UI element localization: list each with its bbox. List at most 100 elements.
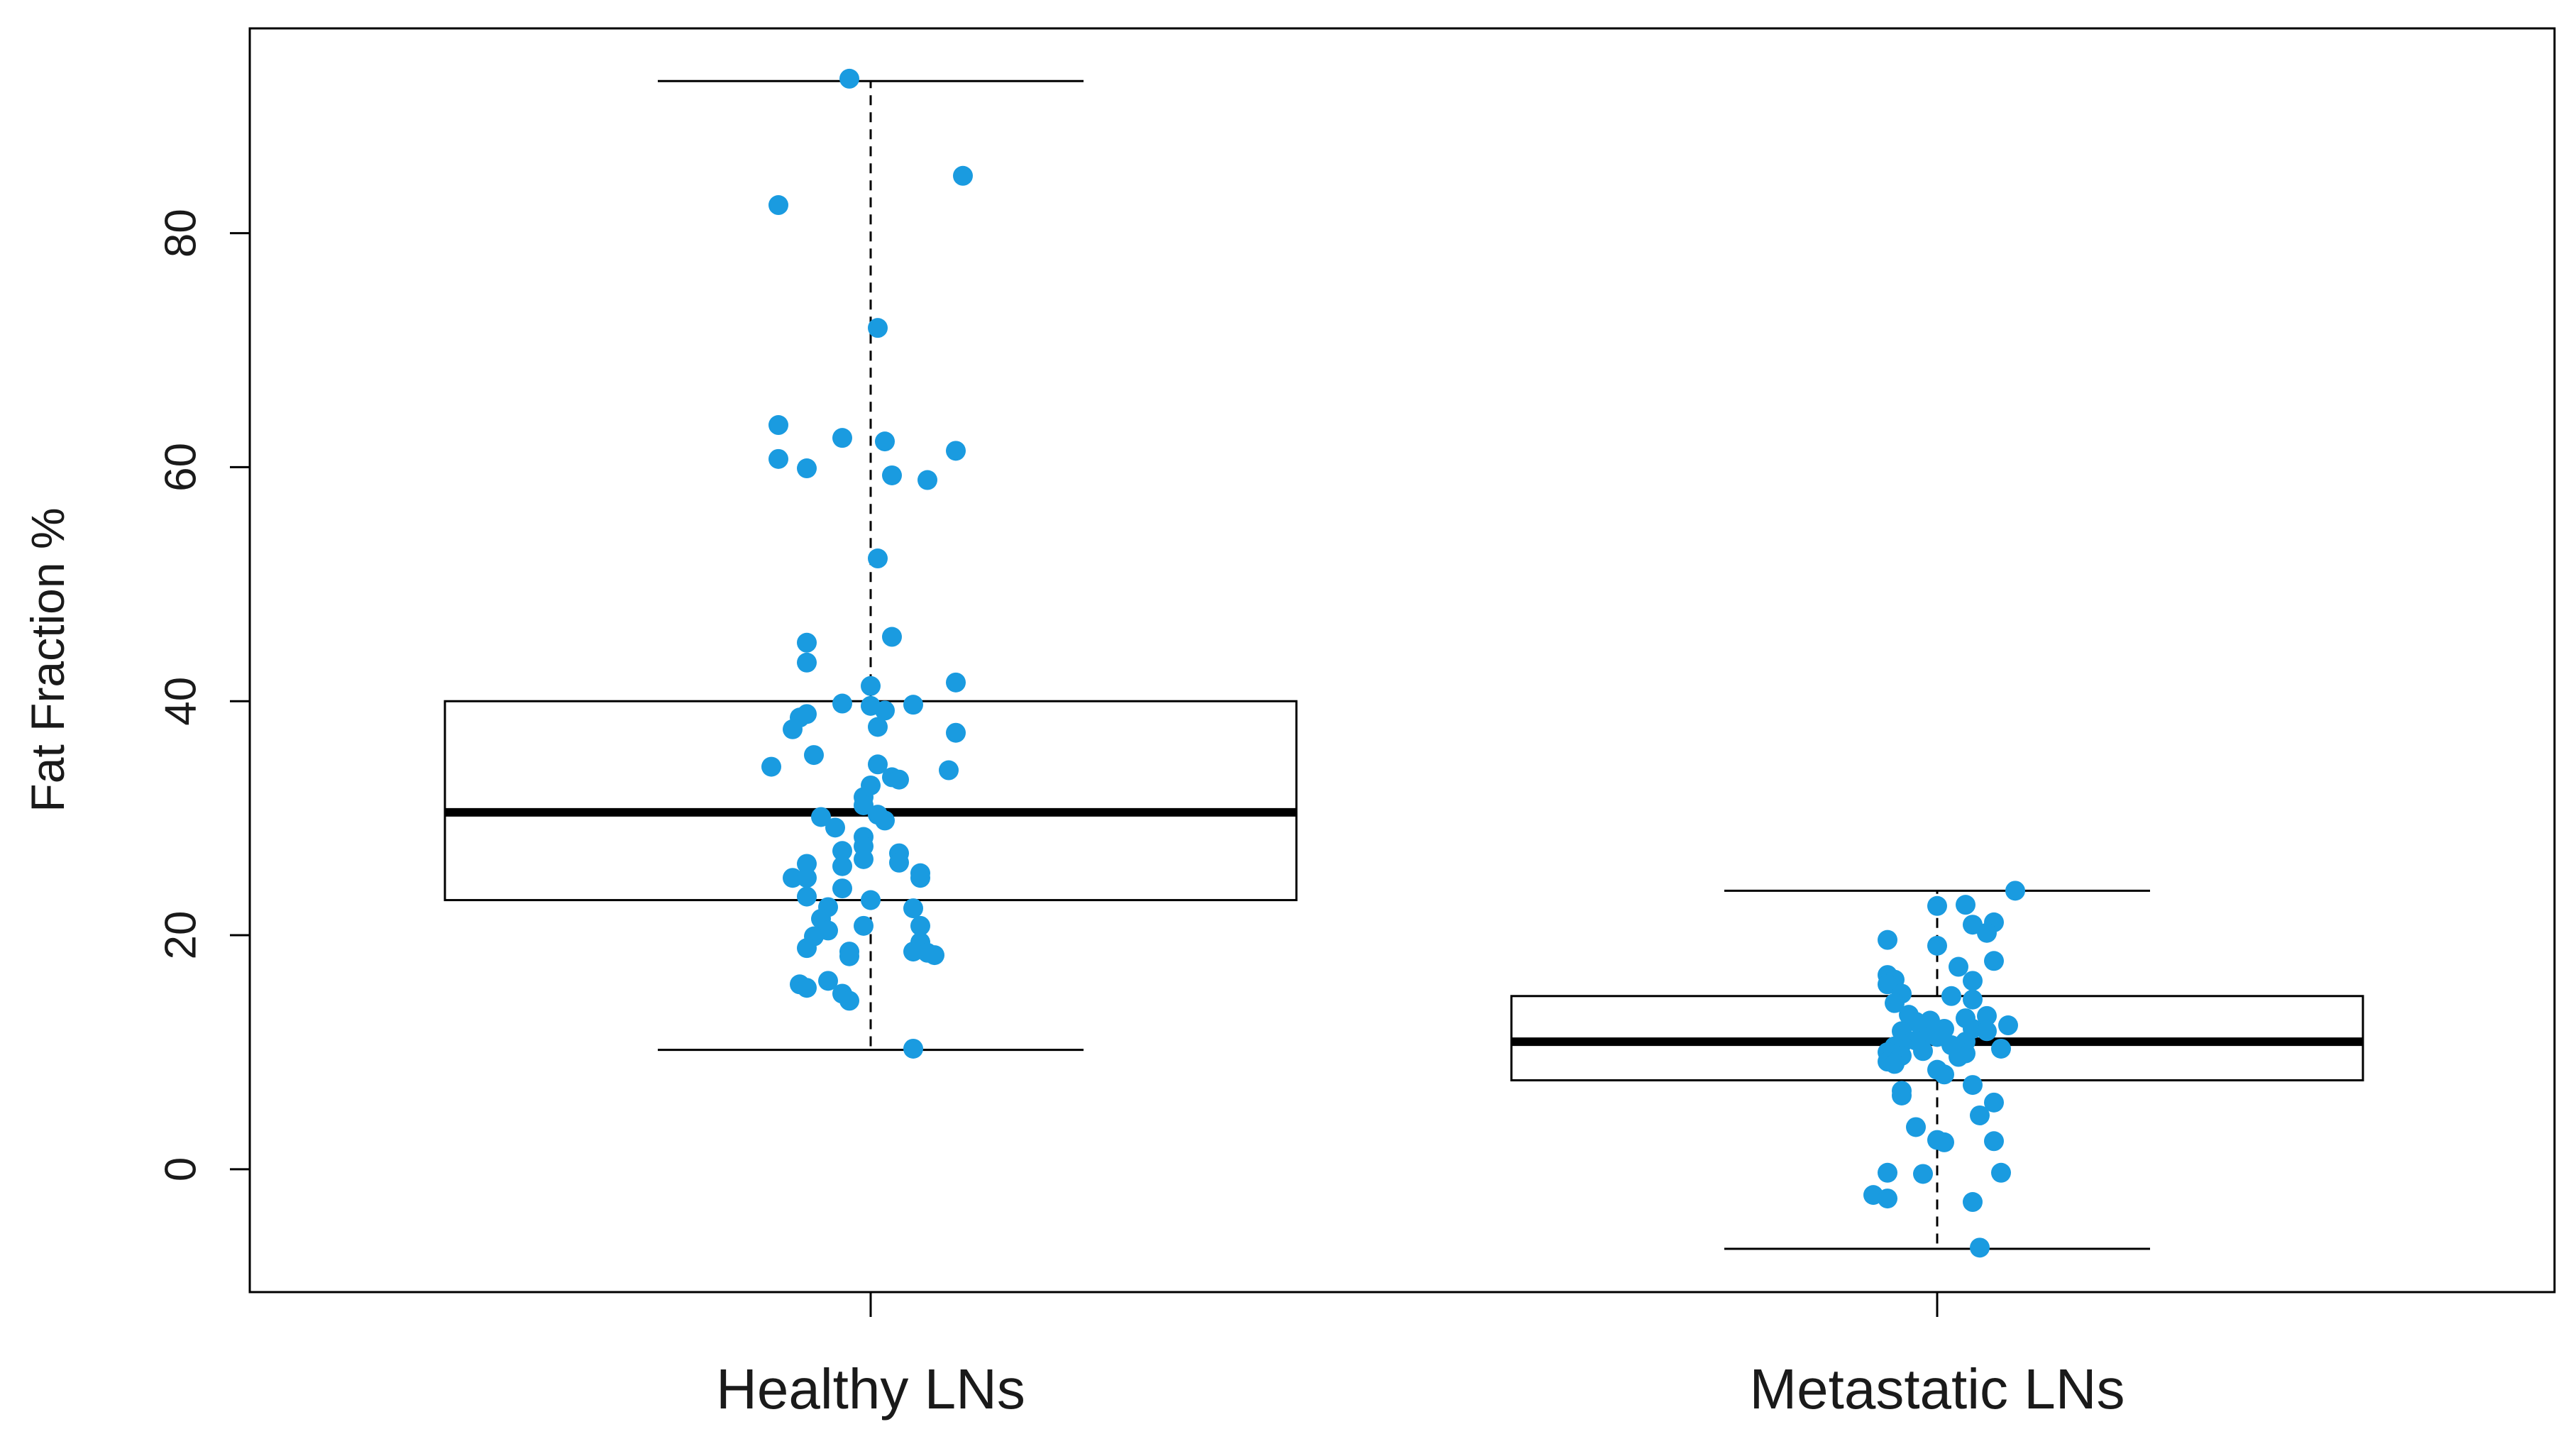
data-point <box>882 465 902 485</box>
data-point <box>832 428 852 448</box>
data-point <box>953 165 973 186</box>
data-point <box>761 756 781 777</box>
data-point <box>1878 1188 1897 1209</box>
data-point <box>832 841 852 861</box>
data-point <box>1913 1164 1933 1184</box>
data-point <box>868 754 888 775</box>
data-point <box>797 854 817 874</box>
data-point <box>797 886 817 907</box>
y-tick-label: 0 <box>157 1157 206 1181</box>
data-point <box>1927 895 1947 916</box>
data-point <box>797 652 817 673</box>
data-point <box>1878 974 1897 995</box>
data-point <box>797 978 817 998</box>
data-point <box>1927 935 1947 956</box>
y-axis: 0 20 40 60 80 <box>157 209 250 1181</box>
data-point <box>917 470 937 490</box>
data-point <box>825 817 845 838</box>
data-point <box>1977 1021 1997 1042</box>
data-point <box>811 807 831 827</box>
data-point <box>839 991 859 1011</box>
data-point <box>946 672 966 693</box>
data-point <box>903 1038 923 1059</box>
data-point <box>1906 1117 1926 1137</box>
data-point <box>875 810 895 831</box>
data-point <box>1934 1132 1954 1152</box>
data-point <box>868 318 888 338</box>
data-point <box>2005 881 2025 901</box>
data-point <box>832 856 852 876</box>
y-tick-label: 60 <box>157 443 206 492</box>
data-point <box>839 946 859 966</box>
data-point <box>854 795 874 815</box>
data-point <box>939 760 959 781</box>
x-axis: Healthy LNs Metastatic LNs <box>716 1292 2125 1421</box>
data-point <box>903 942 923 962</box>
data-point <box>797 938 817 959</box>
y-tick-label: 40 <box>157 677 206 726</box>
data-point <box>1885 993 1905 1013</box>
x-category-label: Healthy LNs <box>716 1357 1025 1421</box>
data-point <box>1963 1192 1983 1213</box>
data-point <box>1906 1012 1926 1032</box>
data-point <box>768 415 788 436</box>
data-point <box>797 458 817 479</box>
data-point <box>1949 1047 1968 1067</box>
data-point <box>1956 895 1975 915</box>
data-point <box>868 548 888 569</box>
data-point <box>1977 1005 1997 1026</box>
data-point <box>903 898 923 919</box>
data-point <box>1998 1015 2018 1036</box>
plot-frame <box>248 27 2556 1294</box>
data-point <box>768 195 788 216</box>
data-point <box>1984 951 2004 971</box>
data-point <box>1963 1075 1983 1096</box>
data-point <box>797 632 817 653</box>
y-axis-title: Fat Fraction % <box>21 507 74 812</box>
data-point <box>1892 1085 1912 1105</box>
data-point <box>910 868 930 888</box>
data-point <box>783 868 803 888</box>
data-point <box>804 745 824 766</box>
data-point <box>868 717 888 737</box>
data-point <box>861 675 881 696</box>
data-point <box>889 852 909 873</box>
data-point <box>832 693 852 714</box>
data-point <box>1991 1162 2011 1183</box>
data-point <box>861 890 881 910</box>
data-point <box>839 68 859 89</box>
data-point <box>1991 1038 2011 1059</box>
y-tick-label: 80 <box>157 209 206 258</box>
data-point <box>832 878 852 899</box>
data-point <box>1885 1054 1905 1074</box>
data-point <box>818 971 838 991</box>
data-point <box>1878 930 1897 950</box>
data-point <box>1963 971 1983 991</box>
data-point <box>875 700 895 721</box>
data-point <box>1977 922 1997 943</box>
data-point <box>1934 1064 1954 1085</box>
data-point <box>783 719 803 739</box>
boxes-layer <box>443 79 2364 1250</box>
points-layer <box>761 68 2025 1258</box>
data-point <box>1949 956 1968 977</box>
data-point <box>1963 989 1983 1010</box>
x-category-label: Metastatic LNs <box>1749 1357 2125 1421</box>
data-point <box>1984 1131 2004 1152</box>
data-point <box>1970 1237 1990 1258</box>
data-point <box>925 945 944 966</box>
data-point <box>854 915 874 936</box>
data-point <box>946 722 966 743</box>
data-point <box>1941 986 1961 1006</box>
data-point <box>946 441 966 461</box>
data-point <box>1878 1162 1897 1183</box>
data-point <box>854 849 874 869</box>
data-point <box>889 769 909 790</box>
data-point <box>768 448 788 469</box>
data-point <box>882 627 902 647</box>
data-point <box>1984 1092 2004 1113</box>
data-point <box>1970 1105 1990 1125</box>
data-point <box>910 915 930 936</box>
y-tick-label: 20 <box>157 911 206 960</box>
